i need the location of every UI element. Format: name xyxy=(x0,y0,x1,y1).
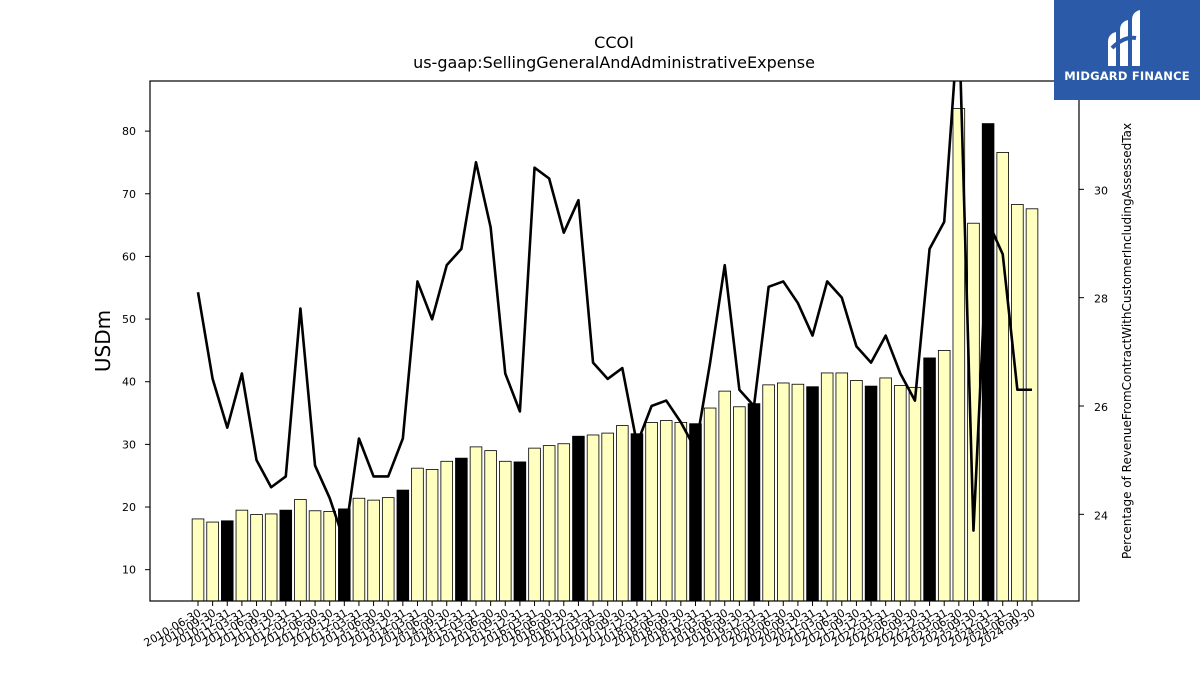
y-tick-label: 70 xyxy=(122,188,136,201)
bar-2019-12-31 xyxy=(747,403,761,602)
bar-2012-06-30 xyxy=(308,510,322,602)
bar-2022-06-30 xyxy=(894,385,907,602)
bar-2021-09-30 xyxy=(850,380,863,602)
bar-2011-03-31 xyxy=(235,509,249,602)
bar-2020-06-30 xyxy=(777,382,790,602)
bar-2016-12-31 xyxy=(572,435,585,602)
bar-2020-12-31 xyxy=(806,386,819,602)
bar-2021-06-30 xyxy=(835,372,849,602)
bar-2023-12-31 xyxy=(981,123,995,602)
bar-2010-09-30 xyxy=(206,521,219,602)
y-tick-label: 80 xyxy=(122,125,136,138)
bar-2014-12-31 xyxy=(455,457,468,602)
y-tick-label: 40 xyxy=(122,376,136,389)
bar-2015-03-31 xyxy=(469,446,483,602)
y2-tick-label: 26 xyxy=(1094,401,1108,414)
bar-2018-06-30 xyxy=(659,420,673,602)
plot-frame xyxy=(149,80,1080,602)
bar-2010-12-31 xyxy=(221,520,234,602)
bar-2019-03-31 xyxy=(703,407,717,602)
bar-2015-06-30 xyxy=(484,450,497,602)
y2-axis-title: Percentage of RevenueFromContractWithCus… xyxy=(1120,123,1134,559)
bar-2017-12-31 xyxy=(630,433,644,602)
bar-2019-06-30 xyxy=(718,390,731,602)
bar-2018-09-30 xyxy=(674,422,688,602)
chart-subtitle: us-gaap:SellingGeneralAndAdministrativeE… xyxy=(413,53,815,72)
bar-2021-12-31 xyxy=(864,385,878,602)
x-axis: 2010-06-302010-09-302010-12-312011-03-31… xyxy=(142,601,1038,650)
y2-tick-label: 28 xyxy=(1094,293,1108,306)
bar-2022-09-30 xyxy=(908,386,922,602)
bar-2012-09-30 xyxy=(323,511,336,602)
bar-2018-03-31 xyxy=(645,422,658,602)
bar-2014-03-31 xyxy=(411,467,424,602)
y-tick-label: 30 xyxy=(122,438,136,451)
bar-2013-03-31 xyxy=(352,497,366,602)
bar-2015-09-30 xyxy=(499,460,512,602)
y-tick-label: 20 xyxy=(122,501,136,514)
bar-2014-06-30 xyxy=(425,469,439,602)
midgard-logo: MIDGARD FINANCE xyxy=(1054,0,1200,100)
bar-2024-03-31 xyxy=(996,152,1009,602)
bar-2013-12-31 xyxy=(396,489,410,602)
bar-2015-12-31 xyxy=(513,461,527,602)
bar-2014-09-30 xyxy=(440,460,453,602)
bar-2011-09-30 xyxy=(264,513,278,602)
bar-2020-09-30 xyxy=(791,383,805,602)
bar-2017-03-31 xyxy=(586,434,600,602)
y-tick-label: 60 xyxy=(122,250,136,263)
bar-2011-12-31 xyxy=(279,509,293,602)
bar-2016-03-31 xyxy=(528,447,541,602)
line-series xyxy=(196,81,1032,543)
bar-2022-03-31 xyxy=(879,377,892,602)
bar-2013-09-30 xyxy=(381,497,395,602)
bar-2013-06-30 xyxy=(367,499,380,602)
y2-tick-label: 24 xyxy=(1094,509,1108,522)
bar-2019-09-30 xyxy=(733,406,746,602)
midgard-logo-icon xyxy=(1108,10,1140,66)
bar-2023-03-31 xyxy=(937,349,951,602)
logo-name: MIDGARD FINANCE xyxy=(1064,69,1190,83)
y-tick-label: 50 xyxy=(122,313,136,326)
y-axis-title: USDm xyxy=(91,310,115,372)
bar-2017-06-30 xyxy=(601,432,614,602)
ratio-line xyxy=(196,81,1032,543)
y-tick-label: 10 xyxy=(122,564,136,577)
bar-2024-06-30 xyxy=(1011,204,1024,602)
bar-2010-06-30 xyxy=(191,518,205,602)
bar-2021-03-31 xyxy=(820,372,834,602)
bar-2022-12-31 xyxy=(923,357,936,602)
bar-2020-03-31 xyxy=(762,384,775,602)
bar-series xyxy=(191,108,1039,602)
bar-2024-09-30 xyxy=(1025,208,1039,602)
bar-2017-09-30 xyxy=(616,425,629,602)
bar-2012-03-31 xyxy=(294,499,307,602)
y2-tick-label: 30 xyxy=(1094,184,1108,197)
bar-2016-09-30 xyxy=(557,443,571,602)
right-axis: 24 26 28 30 xyxy=(1079,184,1108,522)
bar-2016-06-30 xyxy=(542,445,556,602)
bar-2012-12-31 xyxy=(338,508,351,602)
bar-2011-06-30 xyxy=(250,514,263,602)
left-axis: 10 20 30 40 50 60 70 80 xyxy=(122,125,150,577)
chart-title: CCOI xyxy=(594,33,634,52)
